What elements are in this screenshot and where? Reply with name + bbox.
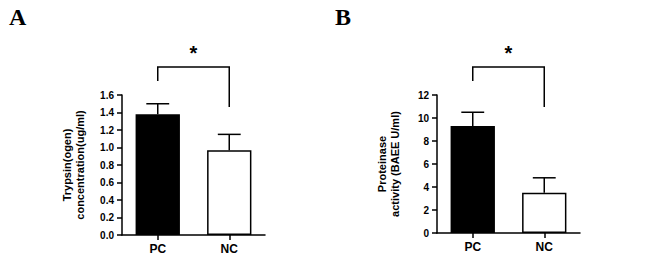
svg-text:activity (BAEE U/ml): activity (BAEE U/ml) — [389, 111, 401, 217]
svg-text:0.0: 0.0 — [100, 230, 114, 241]
svg-text:10: 10 — [418, 113, 430, 124]
svg-text:8: 8 — [423, 136, 429, 147]
svg-text:4: 4 — [423, 182, 429, 193]
svg-text:A: A — [9, 4, 27, 30]
svg-text:1.6: 1.6 — [100, 90, 114, 101]
svg-text:*: * — [190, 42, 198, 64]
svg-text:NC: NC — [536, 240, 554, 254]
svg-text:PC: PC — [149, 242, 166, 256]
svg-text:0.2: 0.2 — [100, 212, 114, 223]
svg-text:6: 6 — [423, 159, 429, 170]
svg-text:*: * — [505, 42, 513, 64]
svg-text:0.4: 0.4 — [100, 195, 114, 206]
svg-text:NC: NC — [221, 242, 239, 256]
svg-text:0.6: 0.6 — [100, 177, 114, 188]
svg-text:2: 2 — [423, 205, 429, 216]
svg-text:1.4: 1.4 — [100, 107, 114, 118]
svg-text:Proteinase: Proteinase — [376, 136, 388, 192]
svg-text:1.0: 1.0 — [100, 142, 114, 153]
svg-text:12: 12 — [418, 90, 430, 101]
svg-text:B: B — [335, 4, 351, 30]
svg-text:concentration(ug/ml): concentration(ug/ml) — [74, 110, 86, 220]
svg-text:1.2: 1.2 — [100, 125, 114, 136]
svg-text:0: 0 — [423, 228, 429, 239]
svg-text:Trypsin(ogen): Trypsin(ogen) — [61, 128, 73, 201]
svg-text:0.8: 0.8 — [100, 160, 114, 171]
svg-text:PC: PC — [464, 240, 481, 254]
